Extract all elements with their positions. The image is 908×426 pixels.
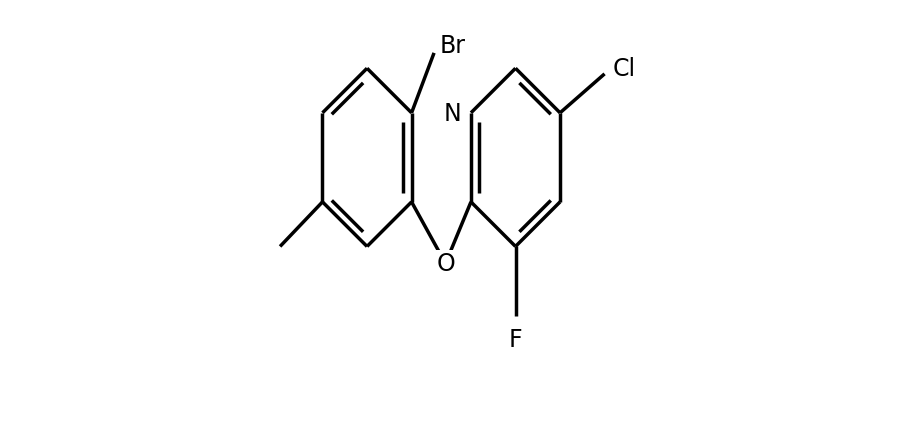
Text: Cl: Cl <box>613 57 637 81</box>
Text: N: N <box>444 101 461 126</box>
Text: Br: Br <box>439 34 465 58</box>
Text: F: F <box>508 327 522 351</box>
Text: O: O <box>436 252 455 276</box>
